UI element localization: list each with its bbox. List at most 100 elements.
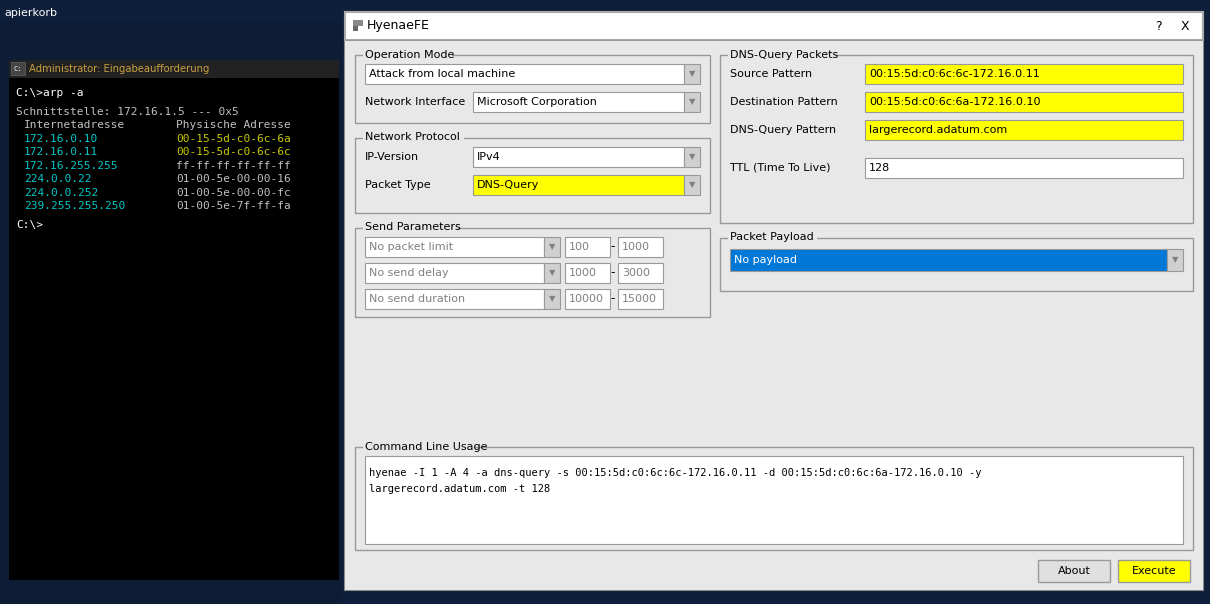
Bar (365, 237, 544, 257)
Text: -: - (611, 266, 615, 280)
Text: ▼: ▼ (688, 97, 696, 106)
Bar (473, 175, 684, 195)
Bar (544, 237, 560, 257)
Bar (345, 40, 1203, 41)
Text: Send Parameters: Send Parameters (365, 222, 461, 233)
Text: ▼: ▼ (549, 242, 555, 251)
Text: 00-15-5d-c0-6c-6a: 00-15-5d-c0-6c-6a (175, 134, 290, 144)
Bar (618, 237, 663, 257)
Bar (684, 64, 701, 84)
Text: -: - (611, 240, 615, 254)
Text: ▼: ▼ (688, 181, 696, 190)
Text: No send delay: No send delay (369, 268, 449, 278)
Text: 00-15-5d-c0-6c-6c: 00-15-5d-c0-6c-6c (175, 147, 290, 158)
Bar (473, 147, 684, 167)
Text: Destination Pattern: Destination Pattern (730, 97, 837, 107)
Bar (618, 263, 663, 283)
Text: -: - (611, 292, 615, 306)
Bar (728, 231, 817, 244)
Bar (1166, 249, 1183, 271)
Text: Attack from local machine: Attack from local machine (369, 69, 515, 79)
Bar (11, 62, 25, 75)
Text: HyenaeFE: HyenaeFE (367, 19, 430, 33)
Text: X: X (1181, 19, 1189, 33)
Bar (865, 92, 1183, 112)
Text: 01-00-5e-00-00-fc: 01-00-5e-00-00-fc (175, 188, 290, 198)
Bar (363, 221, 459, 234)
Bar (565, 289, 610, 309)
Bar (684, 147, 701, 167)
Bar (365, 289, 544, 309)
Bar (473, 92, 684, 112)
Bar (1038, 560, 1110, 582)
Bar (865, 120, 1183, 140)
Text: ▼: ▼ (549, 295, 555, 303)
Text: IPv4: IPv4 (477, 152, 501, 162)
Text: Command Line Usage: Command Line Usage (365, 442, 488, 452)
Bar (730, 249, 1166, 271)
Text: 172.16.0.11: 172.16.0.11 (24, 147, 98, 158)
Bar (720, 55, 1193, 223)
Bar (365, 456, 1183, 544)
Text: 01-00-5e-7f-ff-fa: 01-00-5e-7f-ff-fa (175, 201, 290, 211)
Bar (353, 20, 358, 31)
Text: ▼: ▼ (1171, 255, 1179, 265)
Text: largerecord.adatum.com: largerecord.adatum.com (869, 125, 1007, 135)
Text: 172.16.255.255: 172.16.255.255 (24, 161, 119, 171)
Text: Source Pattern: Source Pattern (730, 69, 812, 79)
Bar (0, 20, 342, 604)
Bar (684, 175, 701, 195)
Text: DNS-Query: DNS-Query (477, 180, 540, 190)
Text: 01-00-5e-00-00-16: 01-00-5e-00-00-16 (175, 175, 290, 184)
Bar (544, 289, 560, 309)
Text: Physische Adresse: Physische Adresse (175, 120, 290, 130)
Bar (345, 40, 1203, 590)
Text: C:: C: (13, 66, 22, 72)
Text: 224.0.0.22: 224.0.0.22 (24, 175, 92, 184)
Text: Packet Type: Packet Type (365, 180, 431, 190)
Bar (355, 138, 710, 213)
Text: 224.0.0.252: 224.0.0.252 (24, 188, 98, 198)
Text: Microsoft Corporation: Microsoft Corporation (477, 97, 597, 107)
Text: ?: ? (1154, 19, 1162, 33)
Text: 128: 128 (869, 163, 891, 173)
Text: hyenae -I 1 -A 4 -a dns-query -s 00:15:5d:c0:6c:6c-172.16.0.11 -d 00:15:5d:c0:6c: hyenae -I 1 -A 4 -a dns-query -s 00:15:5… (369, 468, 981, 478)
Text: Network Interface: Network Interface (365, 97, 466, 107)
Text: Internetadresse: Internetadresse (24, 120, 126, 130)
Bar (565, 237, 610, 257)
Text: DNS-Query Pattern: DNS-Query Pattern (730, 125, 836, 135)
Text: No send duration: No send duration (369, 294, 465, 304)
Text: Execute: Execute (1131, 566, 1176, 576)
Text: 00:15:5d:c0:6c:6c-172.16.0.11: 00:15:5d:c0:6c:6c-172.16.0.11 (869, 69, 1039, 79)
Bar (565, 263, 610, 283)
Text: largerecord.adatum.com -t 128: largerecord.adatum.com -t 128 (369, 484, 551, 494)
Text: 15000: 15000 (622, 294, 657, 304)
Bar (365, 263, 544, 283)
Text: Administrator: Eingabeaufforderung: Administrator: Eingabeaufforderung (29, 64, 209, 74)
Text: Operation Mode: Operation Mode (365, 50, 455, 60)
Bar (353, 20, 363, 26)
Bar (865, 158, 1183, 178)
Bar (1118, 560, 1189, 582)
Bar (618, 289, 663, 309)
Text: IP-Version: IP-Version (365, 152, 419, 162)
Bar (365, 64, 684, 84)
Bar (8, 60, 339, 78)
Bar (720, 238, 1193, 291)
Text: 1000: 1000 (569, 268, 597, 278)
Bar (363, 131, 463, 144)
Text: 172.16.0.10: 172.16.0.10 (24, 134, 98, 144)
Bar (8, 78, 339, 580)
Text: ff-ff-ff-ff-ff-ff: ff-ff-ff-ff-ff-ff (175, 161, 290, 171)
Text: apierkorb: apierkorb (4, 8, 57, 18)
Bar (363, 440, 476, 453)
Text: C:\>: C:\> (16, 220, 44, 230)
Text: No payload: No payload (734, 255, 797, 265)
Bar (355, 447, 1193, 550)
Text: No packet limit: No packet limit (369, 242, 453, 252)
Bar (363, 48, 453, 61)
Bar (684, 92, 701, 112)
Bar (345, 12, 1203, 590)
Text: 1000: 1000 (622, 242, 650, 252)
Bar (728, 48, 835, 61)
